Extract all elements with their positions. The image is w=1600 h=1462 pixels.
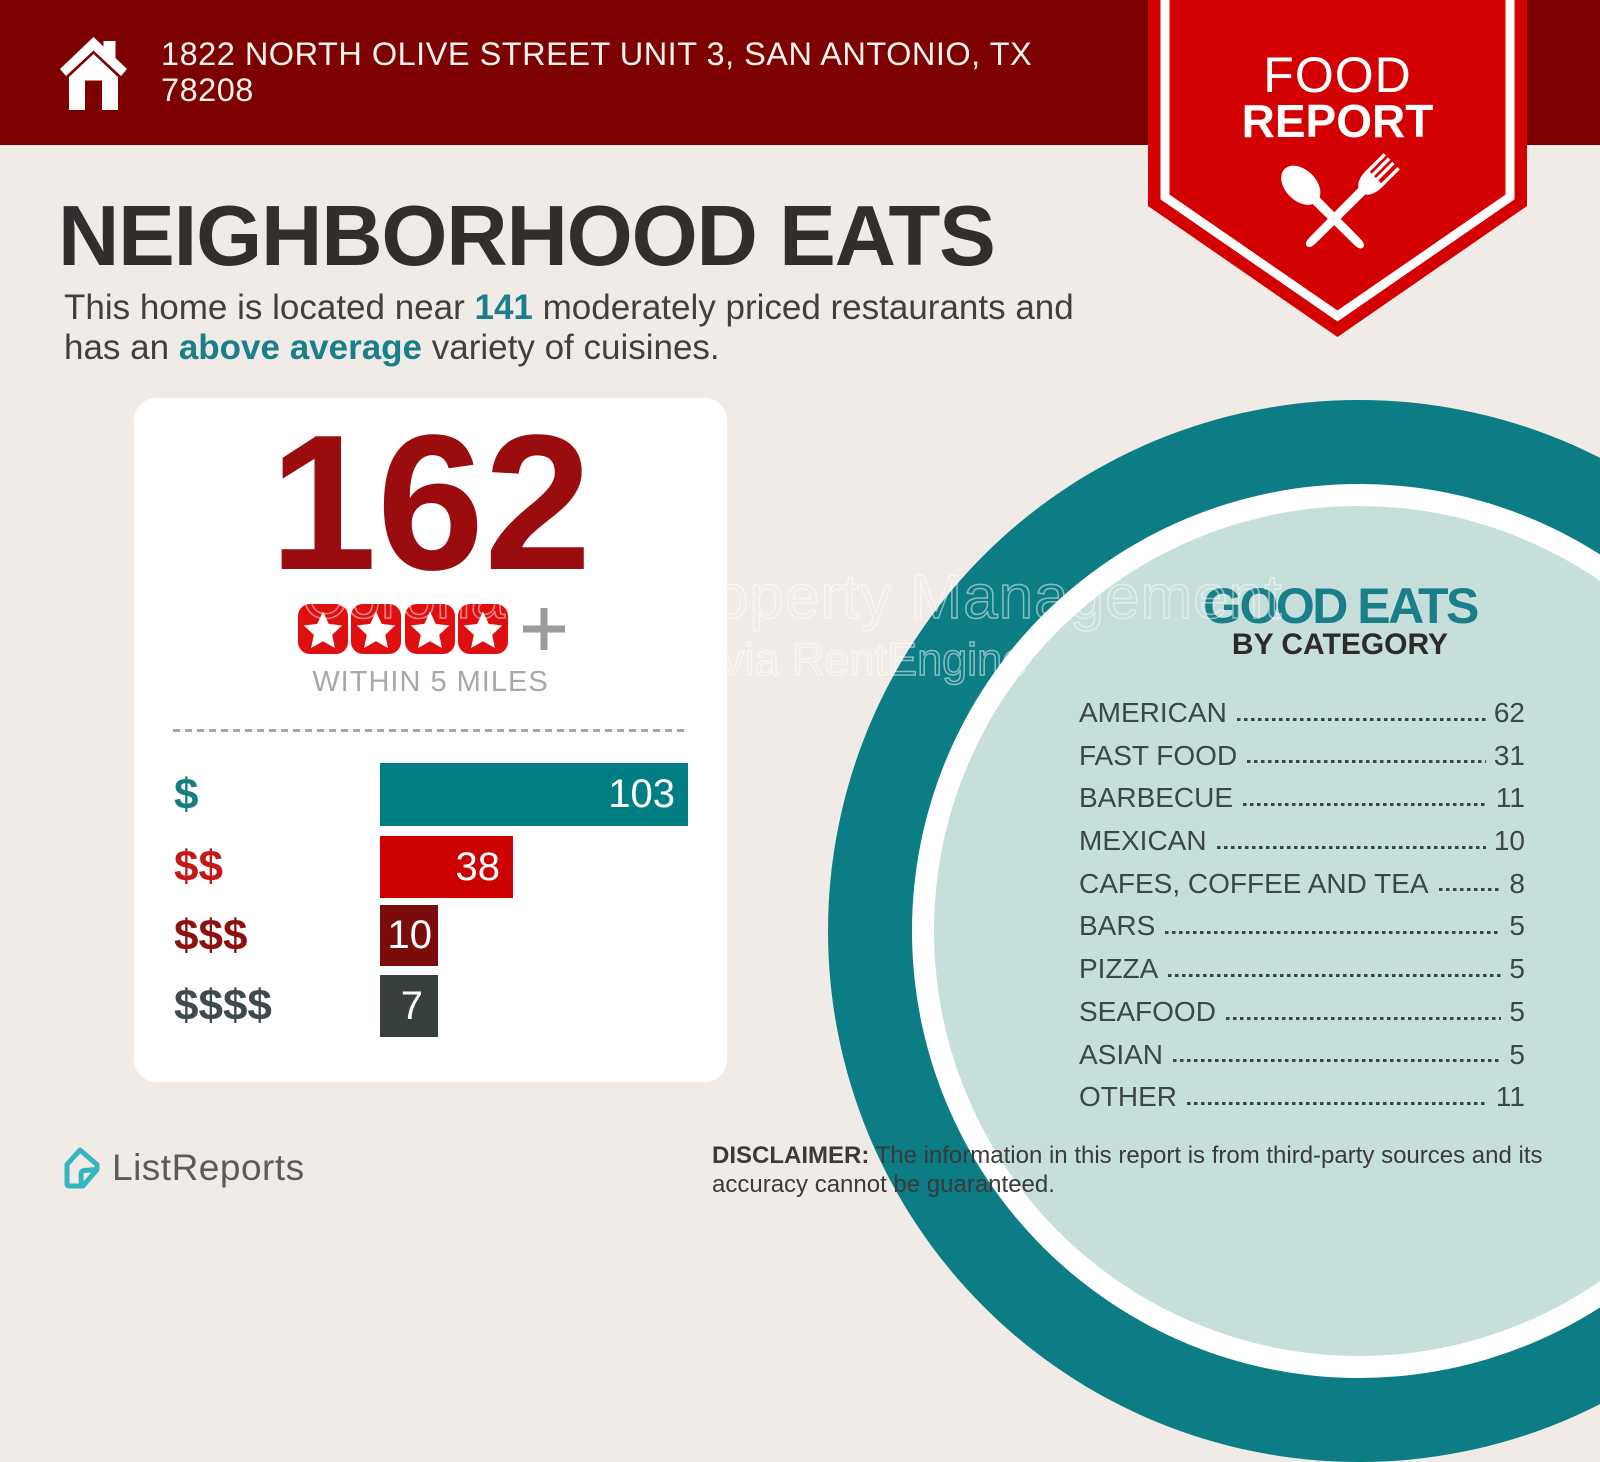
svg-text:FOOD: FOOD xyxy=(1263,47,1411,103)
svg-text:REPORT: REPORT xyxy=(1242,95,1434,147)
